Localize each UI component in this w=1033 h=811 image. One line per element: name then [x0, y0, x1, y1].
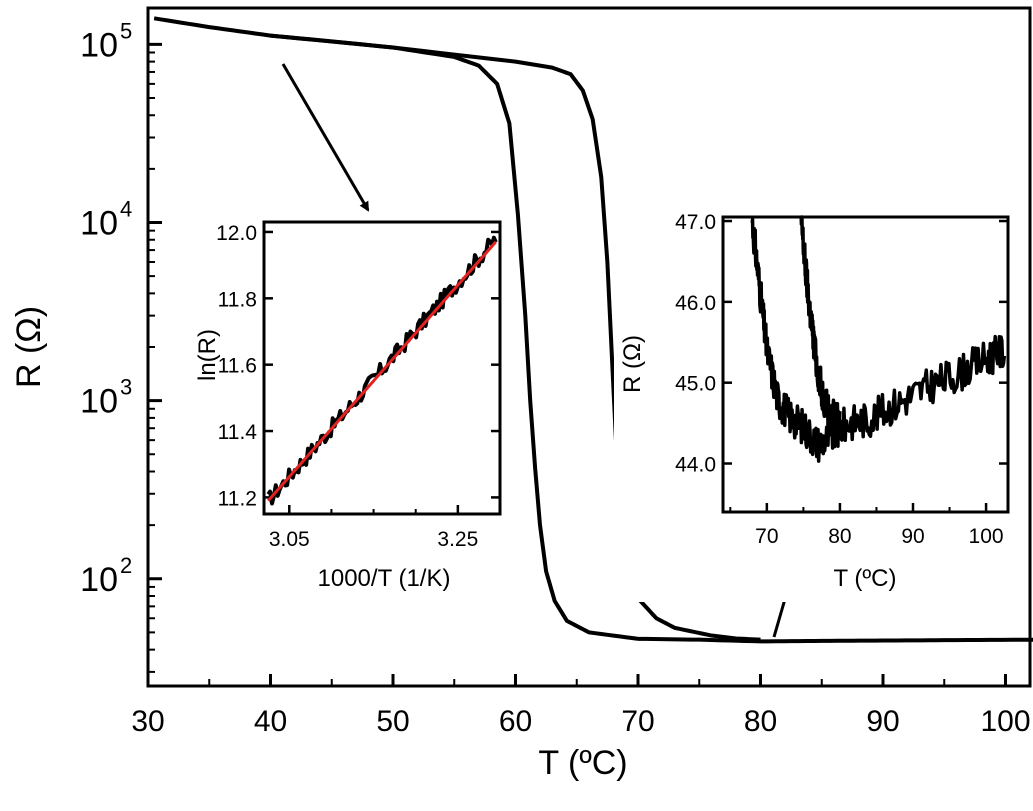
- inset-left-y-tick-label: 11.2: [218, 487, 257, 510]
- inset-right-x-tick-label: 70: [755, 525, 778, 548]
- main-x-tick-label: 80: [744, 705, 777, 738]
- inset-right-x-tick-label: 80: [828, 525, 851, 548]
- main-y-tick-label: 10: [80, 561, 118, 599]
- inset-left-frame: [262, 220, 502, 516]
- main-x-tick-label: 90: [866, 705, 899, 738]
- main-x-tick-label: 60: [499, 705, 532, 738]
- main-y-tick-exponent: 3: [120, 375, 132, 400]
- main-x-tick-label: 30: [131, 705, 164, 738]
- main-y-axis-label: R (Ω): [10, 306, 48, 388]
- inset-right-series-line: [750, 217, 1007, 463]
- inset-left-x-tick-label: 3.05: [269, 528, 310, 551]
- main-x-tick-label: 70: [621, 705, 654, 738]
- inset-right-y-tick-label: 45.0: [675, 373, 716, 396]
- inset-right-x-tick-label: 90: [901, 525, 924, 548]
- inset-right-plot: 70 80 90 100 44.0 45.0 46.0 47.0 T (ºC) R (Ω): [614, 208, 1017, 602]
- inset-right-y-axis-label: R (Ω): [619, 335, 646, 393]
- inset-right-y-tick-label: 44.0: [675, 454, 716, 477]
- main-y-tick-label: 10: [80, 26, 118, 64]
- inset-right-series-line: [799, 215, 842, 440]
- inset-right-y-tick-label: 46.0: [675, 292, 716, 315]
- main-y-tick-label: 10: [80, 204, 118, 242]
- inset-left-y-axis-label: ln(R): [194, 329, 221, 381]
- main-y-tick-label: 10: [80, 383, 118, 421]
- main-x-tick-label: 50: [376, 705, 409, 738]
- inset-right-frame: [721, 215, 1010, 514]
- inset-right-y-tick-label: 47.0: [675, 211, 716, 234]
- inset-left-fit-line: [267, 240, 497, 502]
- main-x-tick-label: 40: [254, 705, 287, 738]
- inset-left-x-tick-label: 3.25: [437, 528, 478, 551]
- inset-left-plot: 3.05 3.25 11.2 11.4 11.6 11.8 12.0 1000/T (1/…: [190, 213, 510, 605]
- inset-right-x-tick-label: 100: [969, 525, 1004, 548]
- main-y-tick-exponent: 4: [120, 196, 132, 221]
- main-x-axis-label: T (ºC): [538, 744, 627, 782]
- inset-left-y-tick-label: 11.4: [218, 421, 258, 444]
- inset-right-x-axis-label: T (ºC): [834, 565, 897, 592]
- main-y-tick-exponent: 5: [120, 18, 132, 43]
- arrow-to-inset-left: [281, 63, 370, 212]
- inset-left-x-axis-label: 1000/T (1/K): [318, 565, 451, 592]
- inset-left-y-tick-label: 12.0: [216, 222, 257, 245]
- main-y-tick-exponent: 2: [120, 553, 132, 578]
- inset-left-y-tick-label: 11.6: [218, 355, 257, 378]
- inset-right-background: [614, 208, 1017, 602]
- main-x-tick-label: 100: [980, 705, 1030, 738]
- inset-left-y-tick-label: 11.8: [218, 288, 257, 311]
